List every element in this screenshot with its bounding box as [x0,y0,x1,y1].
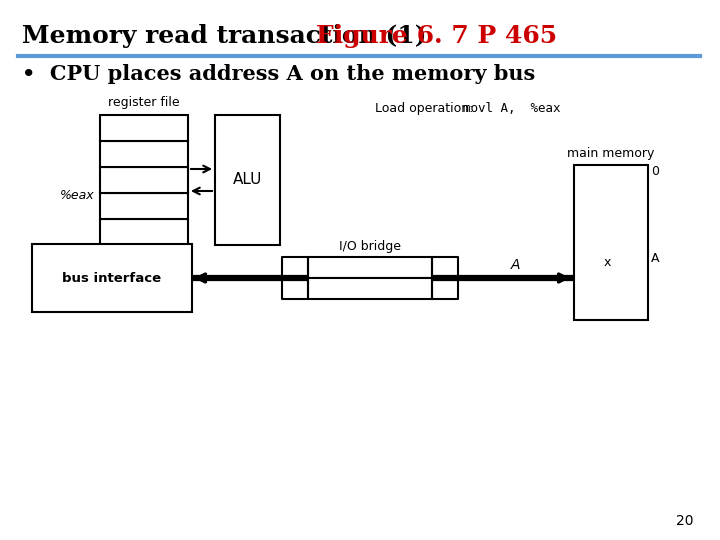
Bar [308,257,432,278]
Bar [574,165,648,320]
Bar [100,115,188,141]
Bar [215,115,280,245]
Text: Memory read transaction (1): Memory read transaction (1) [22,24,444,48]
Text: •  CPU places address A on the memory bus: • CPU places address A on the memory bus [22,64,535,84]
Text: 20: 20 [676,514,694,528]
Text: A: A [510,258,520,272]
Bar [308,278,432,299]
Text: Load operation:: Load operation: [375,102,477,115]
Text: bus interface: bus interface [63,272,161,285]
Text: I/O bridge: I/O bridge [339,240,401,253]
Text: A: A [651,252,660,265]
Text: x: x [603,256,611,269]
Bar [100,193,188,219]
Text: ALU: ALU [233,172,262,187]
Text: Figure 6. 7 P 465: Figure 6. 7 P 465 [316,24,557,48]
Text: %eax: %eax [59,189,94,202]
Bar [100,141,188,167]
Text: 0: 0 [651,165,659,178]
Bar [32,244,192,312]
Bar [100,219,188,245]
Text: main memory: main memory [567,147,654,160]
Bar [100,167,188,193]
Text: movl A,  %eax: movl A, %eax [463,102,560,115]
Text: register file: register file [108,96,180,109]
